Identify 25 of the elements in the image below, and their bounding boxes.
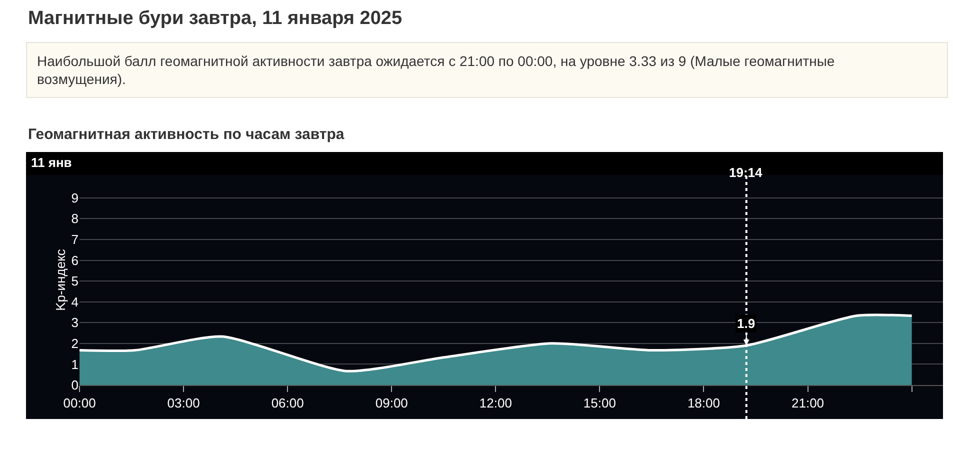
y-tick-label: 7 <box>71 232 79 248</box>
x-tick-label: 12:00 <box>479 396 512 411</box>
text: Геомагнитная активность по часам завтра <box>28 126 345 143</box>
x-tick-label: 00:00 <box>63 396 96 411</box>
y-tick-label: 9 <box>71 190 79 206</box>
x-tick-label: 18:00 <box>687 396 720 411</box>
y-tick-label: 6 <box>71 252 79 268</box>
x-tick-label: 06:00 <box>271 396 304 411</box>
y-tick-label: 2 <box>71 336 79 351</box>
y-tick-label: 8 <box>71 211 79 226</box>
ref-line-label: 19:14 <box>729 165 764 180</box>
y-tick-label: 5 <box>71 274 79 289</box>
x-tick-label: 15:00 <box>583 396 616 411</box>
x-tick-label: 03:00 <box>167 396 200 411</box>
y-axis-title: Kp-индекс <box>53 248 68 311</box>
y-tick-label: 3 <box>71 315 79 330</box>
y-tick-label: 4 <box>71 294 79 310</box>
x-tick-label: 21:00 <box>791 396 824 411</box>
text: 11 янв <box>31 155 72 170</box>
y-tick-label: 1 <box>71 356 79 372</box>
x-tick-label: 09:00 <box>375 396 408 411</box>
chart-subtitle: Наибольшой балл геомагнитной активности завтра ожидается с 21:00 по 00:00, на уровне 3.33 из 9 (Малые геомагнитные возмущения). <box>37 53 835 88</box>
chart-title: Магнитные бури завтра, 11 января 2025 <box>28 8 402 29</box>
annotation: 1.9 <box>737 316 756 331</box>
y-tick-label: 0 <box>71 378 79 393</box>
